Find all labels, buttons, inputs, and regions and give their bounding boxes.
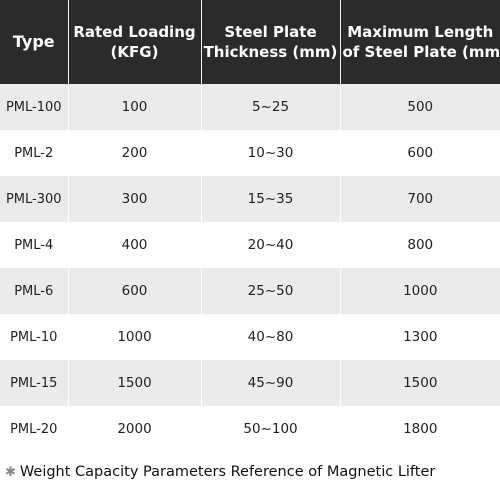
header-plate-thickness-line-1: Steel Plate [224,22,317,41]
table-row: PML-4 400 20~40 800 [0,222,500,268]
cell-rated-loading: 300 [68,176,202,222]
table-row: PML-15 1500 45~90 1500 [0,360,500,406]
cell-plate-thickness: 25~50 [201,268,341,314]
cell-type: PML-2 [0,130,69,176]
cell-rated-loading: 1000 [68,314,202,360]
cell-type: PML-10 [0,314,69,360]
footnote-text: Weight Capacity Parameters Reference of … [19,464,436,480]
spec-table: Type Rated Loading (KFG) Steel Plate Thi… [0,0,500,452]
cell-type: PML-300 [0,176,69,222]
cell-rated-loading: 100 [68,84,202,130]
cell-max-length: 700 [340,176,500,222]
header-max-length-line-2: of Steel Plate (mm) [342,43,500,61]
cell-plate-thickness: 50~100 [201,406,341,452]
header-plate-thickness-line-2: Thickness (mm) [203,43,338,61]
header-rated-loading-line-1: Rated Loading [73,22,196,41]
header-rated-loading-line-2: (KFG) [110,43,159,61]
table-body: PML-100 100 5~25 500 PML-2 200 10~30 600… [0,84,500,452]
table-row: PML-2 200 10~30 600 [0,130,500,176]
cell-plate-thickness: 15~35 [201,176,341,222]
table-row: PML-10 1000 40~80 1300 [0,314,500,360]
header-row: Type Rated Loading (KFG) Steel Plate Thi… [0,0,500,84]
header-plate-thickness: Steel Plate Thickness (mm) [201,0,341,84]
cell-max-length: 1500 [340,360,500,406]
cell-max-length: 1800 [340,406,500,452]
cell-max-length: 800 [340,222,500,268]
cell-rated-loading: 1500 [68,360,202,406]
table-row: PML-100 100 5~25 500 [0,84,500,130]
header-type: Type [0,0,69,84]
cell-plate-thickness: 5~25 [201,84,341,130]
table-row: PML-20 2000 50~100 1800 [0,406,500,452]
table-row: PML-300 300 15~35 700 [0,176,500,222]
cell-max-length: 1000 [340,268,500,314]
cell-plate-thickness: 40~80 [201,314,341,360]
cell-max-length: 500 [340,84,500,130]
asterisk-icon: ✱ [5,465,16,480]
table-row: PML-6 600 25~50 1000 [0,268,500,314]
cell-rated-loading: 200 [68,130,202,176]
cell-type: PML-6 [0,268,69,314]
cell-rated-loading: 2000 [68,406,202,452]
header-max-length: Maximum Length of Steel Plate (mm) [340,0,500,84]
cell-type: PML-15 [0,360,69,406]
cell-rated-loading: 600 [68,268,202,314]
header-type-label: Type [12,32,55,52]
cell-rated-loading: 400 [68,222,202,268]
cell-type: PML-20 [0,406,69,452]
header-max-length-line-1: Maximum Length [347,22,494,41]
cell-plate-thickness: 20~40 [201,222,341,268]
footnote: ✱ Weight Capacity Parameters Reference of… [5,464,435,480]
cell-max-length: 600 [340,130,500,176]
cell-max-length: 1300 [340,314,500,360]
cell-plate-thickness: 45~90 [201,360,341,406]
cell-plate-thickness: 10~30 [201,130,341,176]
cell-type: PML-100 [0,84,69,130]
cell-type: PML-4 [0,222,69,268]
table-header: Type Rated Loading (KFG) Steel Plate Thi… [0,0,500,84]
header-rated-loading: Rated Loading (KFG) [68,0,202,84]
